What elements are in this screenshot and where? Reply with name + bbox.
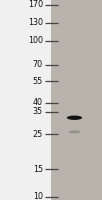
- Bar: [51, 0, 102, 200]
- Text: 55: 55: [33, 77, 43, 86]
- Ellipse shape: [67, 116, 82, 120]
- Text: 170: 170: [28, 0, 43, 9]
- Text: 100: 100: [28, 36, 43, 45]
- Text: 10: 10: [33, 192, 43, 200]
- Text: 15: 15: [33, 165, 43, 174]
- Text: 70: 70: [33, 60, 43, 69]
- Text: 130: 130: [28, 18, 43, 27]
- Ellipse shape: [68, 130, 81, 133]
- Bar: [0, 0, 51, 200]
- Text: 25: 25: [33, 130, 43, 139]
- Text: 35: 35: [33, 107, 43, 116]
- Text: 40: 40: [33, 98, 43, 107]
